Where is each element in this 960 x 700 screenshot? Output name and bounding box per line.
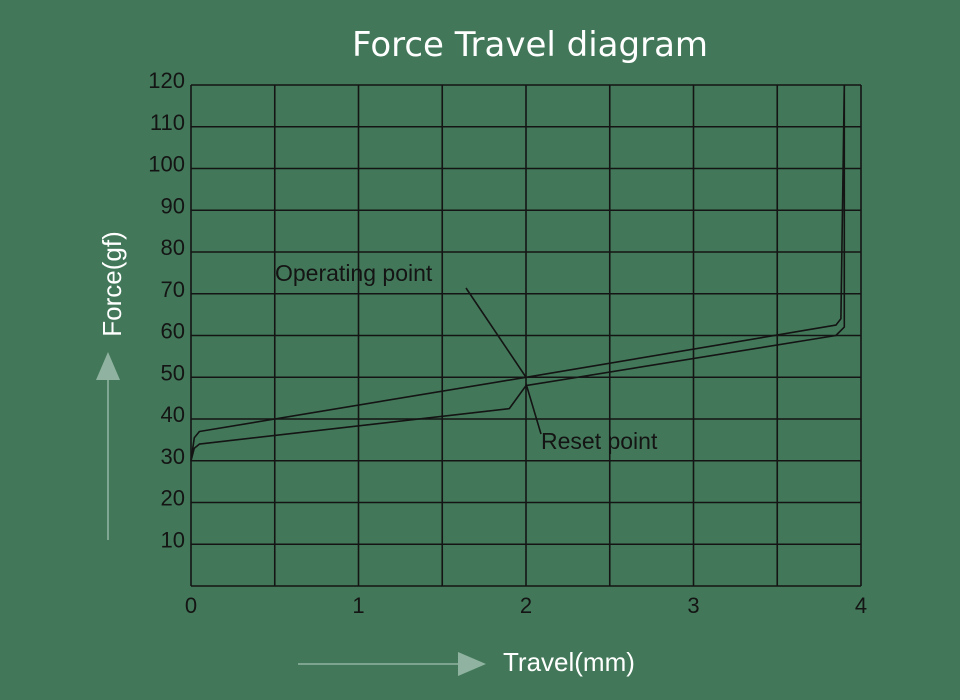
reset-point-label: Reset point bbox=[541, 428, 658, 454]
y-tick-label-4: 50 bbox=[161, 360, 185, 385]
y-tick-label-10: 110 bbox=[150, 110, 185, 135]
force-curve-2 bbox=[190, 85, 846, 462]
y-tick-label-2: 30 bbox=[161, 444, 185, 469]
y-tick-label-11: 120 bbox=[148, 68, 185, 93]
y-tick-label-3: 40 bbox=[161, 402, 185, 427]
operating-point-label: Operating point bbox=[275, 260, 433, 286]
x-axis-title-group: Travel(mm) bbox=[298, 647, 635, 677]
y-axis-arrow-head-icon bbox=[96, 352, 120, 380]
x-tick-label-0: 0 bbox=[185, 593, 197, 618]
y-tick-label-0: 10 bbox=[161, 527, 185, 552]
x-tick-labels: 0 1 2 3 4 bbox=[185, 593, 867, 618]
y-tick-label-7: 80 bbox=[161, 235, 185, 260]
y-tick-label-8: 90 bbox=[161, 193, 185, 218]
grid bbox=[190, 84, 862, 587]
y-tick-labels: 10 20 30 40 50 60 70 80 90 100 110 120 bbox=[148, 68, 185, 552]
y-axis-label: Force(gf) bbox=[97, 231, 127, 336]
y-tick-label-1: 20 bbox=[161, 486, 185, 511]
x-axis-arrow-head-icon bbox=[458, 652, 486, 676]
x-axis-label: Travel(mm) bbox=[503, 647, 635, 677]
reset-point-leader-line bbox=[525, 383, 542, 435]
annotations: Operating point Reset point bbox=[275, 260, 658, 454]
x-tick-label-2: 2 bbox=[520, 593, 532, 618]
x-tick-label-4: 4 bbox=[855, 593, 867, 618]
operating-point-leader-line bbox=[465, 287, 527, 378]
y-axis-title-group: Force(gf) bbox=[96, 231, 127, 540]
y-tick-label-9: 100 bbox=[148, 152, 185, 177]
series-layer bbox=[190, 84, 846, 462]
y-tick-label-6: 70 bbox=[161, 277, 185, 302]
x-tick-label-1: 1 bbox=[352, 593, 364, 618]
x-tick-label-3: 3 bbox=[687, 593, 699, 618]
y-tick-label-5: 60 bbox=[161, 319, 185, 344]
chart-title: Force Travel diagram bbox=[352, 25, 708, 65]
force-curve-1 bbox=[190, 84, 846, 461]
